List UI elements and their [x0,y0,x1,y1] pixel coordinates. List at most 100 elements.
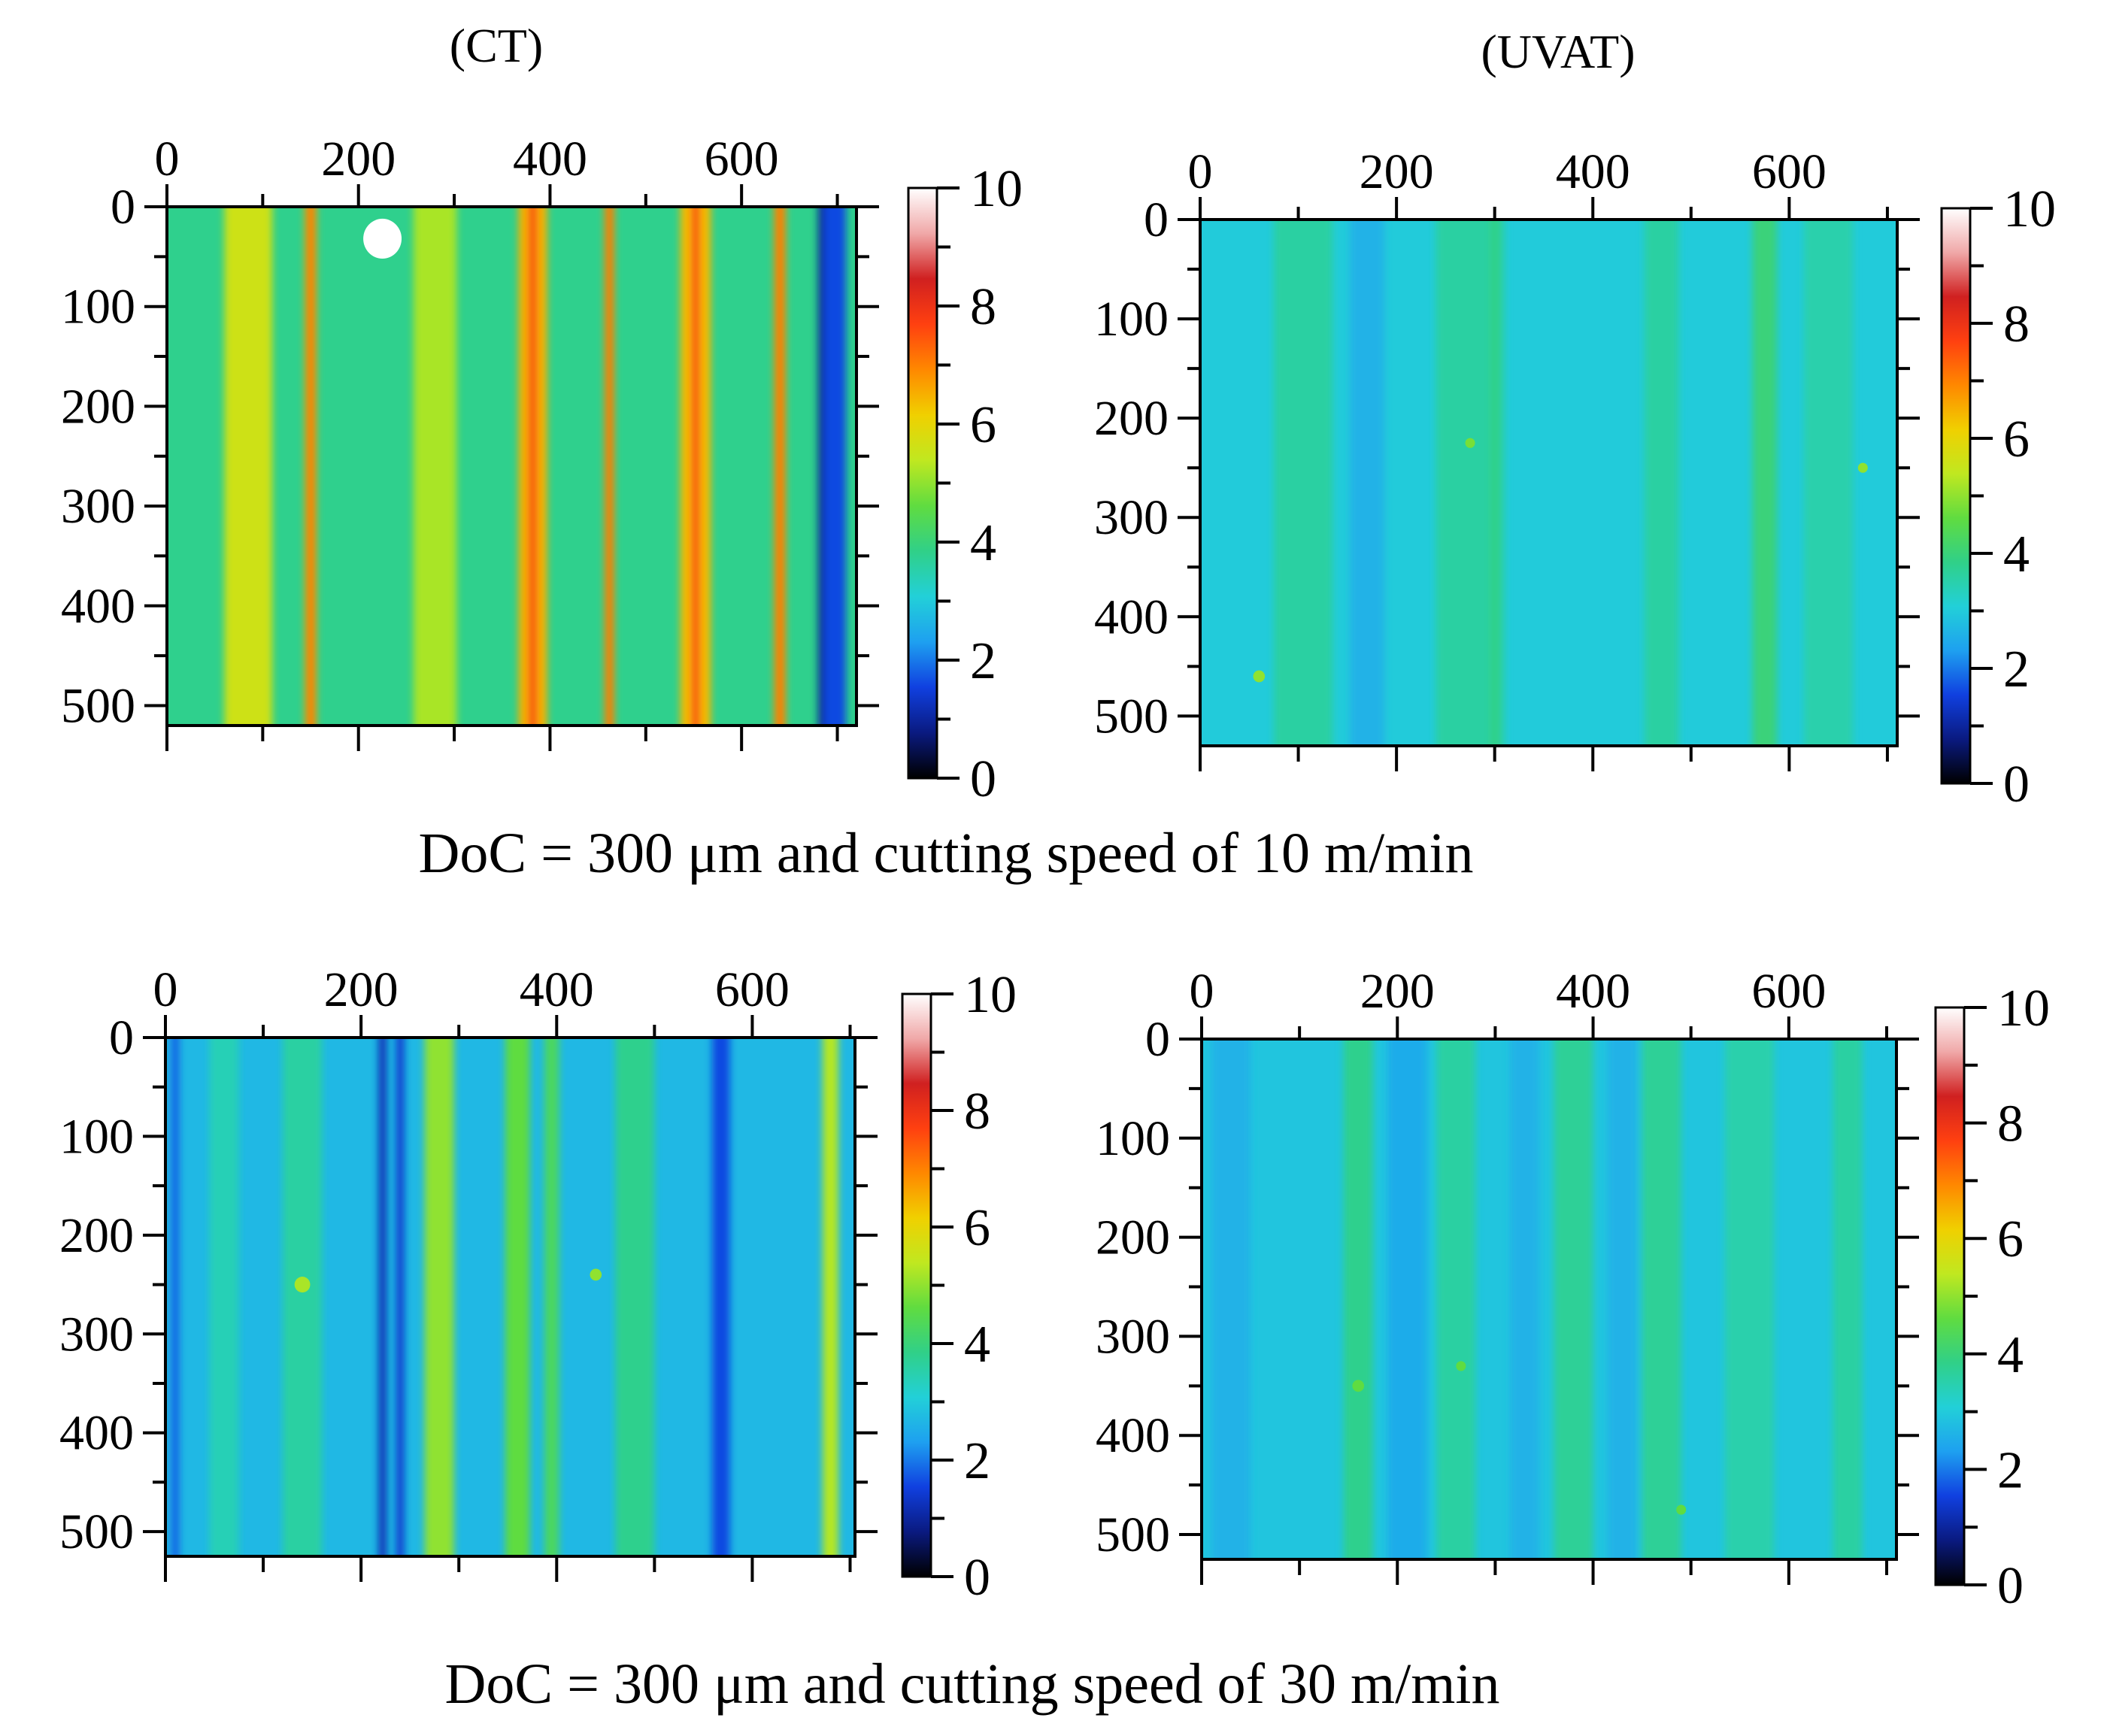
heatmap-stripe [171,1038,180,1556]
x-tick-label: 0 [1188,144,1213,199]
colorbar: 0 2 4 6 8 10 [1934,980,2050,1615]
colorbar-gradient [907,186,938,780]
heatmap-stripe [691,207,700,726]
colorbar-tick-label: 0 [1997,1557,2024,1615]
colorbar-tick-label: 10 [964,966,1017,1024]
x-tick-label: 600 [705,132,779,186]
colorbar-gradient [901,992,932,1578]
heatmap-area [1200,220,1897,746]
heatmap-spot [1465,438,1475,448]
heatmap-stripe [396,1038,405,1556]
plot-frame [165,205,858,727]
x-tick-label: 400 [1556,964,1630,1019]
y-tick-label: 200 [1094,391,1169,446]
title-ct: (CT) [450,19,543,72]
colorbar-tick-label: 8 [964,1083,990,1141]
y-tick-label: 300 [1096,1309,1170,1364]
heatmap-stripe [308,207,313,726]
heatmap-stripe [378,1038,387,1556]
heatmap-stripe [818,207,824,726]
x-tick-label: 400 [520,962,594,1017]
heatmap-spot [363,218,402,259]
x-tick-label: 200 [324,962,399,1017]
y-tick-label: 100 [59,1109,134,1164]
heatmap-stripe [1436,1039,1476,1559]
y-tick-label: 0 [1144,192,1169,247]
heatmap-stripe [1608,1039,1638,1559]
y-tick-label: 500 [1094,689,1169,744]
heatmap-stripe [1833,1039,1863,1559]
colorbar-tick-label: 2 [964,1432,990,1490]
heatmap-stripe [608,207,611,726]
y-tick-label: 500 [1096,1507,1170,1562]
heatmap-stripe [529,207,537,726]
x-tick-label: 600 [1752,144,1827,199]
y-tick-label: 100 [1096,1111,1170,1166]
colorbar-tick-label: 2 [1997,1441,2024,1499]
heatmap-stripe [1803,220,1854,746]
colorbar-tick-label: 4 [964,1316,990,1374]
colorbar-gradient [1940,207,1972,785]
caption-row-2: DoC = 300 μm and cutting speed of 30 m/m… [445,1653,1500,1716]
x-tick-label: 0 [155,132,180,186]
y-tick-label: 0 [111,180,135,235]
heatmap-background [1202,1039,1896,1559]
heatmap-stripe [1387,1039,1427,1559]
colorbar-gradient [1934,1006,1966,1586]
y-tick-label: 0 [1145,1012,1170,1067]
caption-row-1: DoC = 300 μm and cutting speed of 10 m/m… [419,822,1474,885]
heatmap-stripe [413,207,457,726]
y-tick-label: 200 [1096,1210,1170,1265]
y-tick-label: 300 [59,1307,134,1362]
colorbar-tick-label: 0 [964,1549,990,1607]
colorbar-tick-label: 8 [2003,295,2030,353]
heatmap-panel-2: 0 200 400 600 0 100 200 300 400 500 0 2 4 6 8 10 [1094,144,2056,813]
heatmap-stripe [1490,220,1499,746]
heatmap-background [167,207,856,726]
heatmap-stripe [283,1038,323,1556]
colorbar-tick-label: 6 [970,396,996,454]
heatmap-stripe [224,207,273,726]
heatmap-stripe [1642,1039,1681,1559]
y-tick-label: 400 [1094,589,1169,644]
heatmap-stripe [1211,1039,1251,1559]
y-tick-label: 300 [61,479,135,534]
heatmap-stripe [1343,1039,1373,1559]
x-tick-label: 0 [1190,964,1214,1019]
x-tick-label: 200 [1360,964,1435,1019]
plot-frame [1199,218,1899,747]
heatmap-stripe [544,1038,559,1556]
colorbar-tick-label: 0 [970,750,996,808]
y-tick-label: 100 [1094,292,1169,347]
y-tick-label: 200 [61,379,135,434]
heatmap-stripe [505,1038,530,1556]
heatmap-stripe [615,1038,655,1556]
heatmap-spot [1352,1380,1365,1392]
heatmap-spot [294,1277,311,1293]
x-tick-label: 400 [1556,144,1630,199]
colorbar: 0 2 4 6 8 10 [901,966,1017,1607]
heatmap-stripe [823,1038,838,1556]
y-tick-label: 500 [61,678,135,733]
colorbar: 0 2 4 6 8 10 [1940,180,2056,813]
heatmap-spot [1857,462,1868,473]
colorbar-tick-label: 10 [970,160,1023,218]
heatmap-stripe [424,1038,454,1556]
heatmap-stripe [1350,220,1384,746]
heatmap-area [167,207,856,726]
title-uvat: (UVAT) [1481,25,1635,78]
x-tick-label: 600 [715,962,790,1017]
colorbar-tick-label: 10 [2003,180,2056,238]
heatmap-panel-1: 0 200 400 600 0 100 200 300 400 500 0 2 4 6 8 10 [61,132,1023,808]
x-tick-label: 400 [513,132,587,186]
colorbar-tick-label: 2 [970,632,996,690]
colorbar-tick-label: 0 [2003,756,2030,813]
heatmap-stripe [1752,220,1778,746]
heatmap-area [1202,1039,1896,1559]
heatmap-panel-3: 0 200 400 600 0 100 200 300 400 500 0 2 4 6 8 10 [59,962,1017,1607]
x-tick-label: 200 [1360,144,1434,199]
heatmap-stripe [209,1038,239,1556]
heatmap-stripe [1725,1039,1775,1559]
